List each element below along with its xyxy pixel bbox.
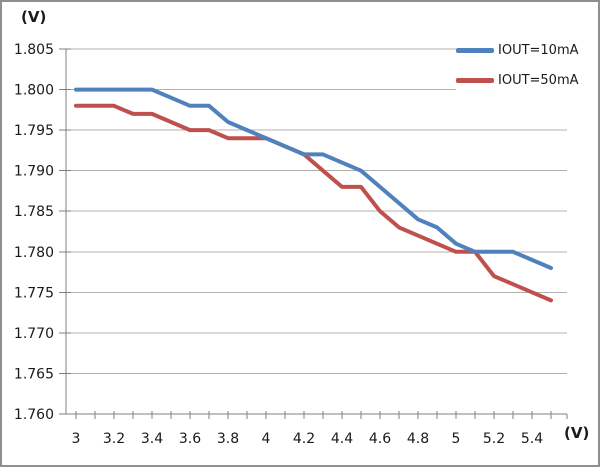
y-axis-unit-label: (V) [21, 8, 47, 26]
y-tick-label: 1.800 [14, 83, 54, 99]
x-tick-label: 4 [262, 431, 271, 447]
y-tick-label: 1.785 [14, 204, 54, 220]
x-tick-label: 3.8 [217, 431, 239, 447]
y-tick-label: 1.765 [14, 366, 54, 382]
x-tick-label: 3 [72, 431, 81, 447]
x-tick-label: 3.4 [141, 431, 163, 447]
x-tick-label: 4.8 [407, 431, 429, 447]
y-tick-label: 1.795 [14, 123, 54, 139]
x-tick-label: 5.2 [483, 431, 505, 447]
y-tick-label: 1.780 [14, 245, 54, 261]
legend-swatch-iout-10ma [456, 47, 494, 53]
legend-label-iout-10ma: IOUT=10mA [498, 42, 579, 58]
x-tick-label: 4.6 [369, 431, 391, 447]
legend-item-iout-50ma: IOUT=50mA [456, 70, 579, 90]
x-tick-label: 3.6 [179, 431, 201, 447]
x-tick-label: 5 [452, 431, 461, 447]
x-axis-unit-label: (V) [564, 424, 590, 442]
x-tick-label: 5.4 [521, 431, 543, 447]
legend-label-iout-50ma: IOUT=50mA [498, 72, 579, 88]
y-tick-label: 1.805 [14, 42, 54, 58]
series-line-iout-10ma [74, 87, 553, 270]
y-tick-label: 1.770 [14, 326, 54, 342]
series-line-iout-50ma [74, 103, 553, 303]
legend-swatch-iout-50ma [456, 77, 494, 83]
x-tick-label: 3.2 [103, 431, 125, 447]
y-tick-label: 1.775 [14, 285, 54, 301]
y-tick-label: 1.790 [14, 164, 54, 180]
legend: IOUT=10mA IOUT=50mA [456, 40, 579, 100]
x-tick-label: 4.2 [293, 431, 315, 447]
legend-item-iout-10ma: IOUT=10mA [456, 40, 579, 60]
y-tick-label: 1.760 [14, 407, 54, 423]
x-tick-label: 4.4 [331, 431, 353, 447]
